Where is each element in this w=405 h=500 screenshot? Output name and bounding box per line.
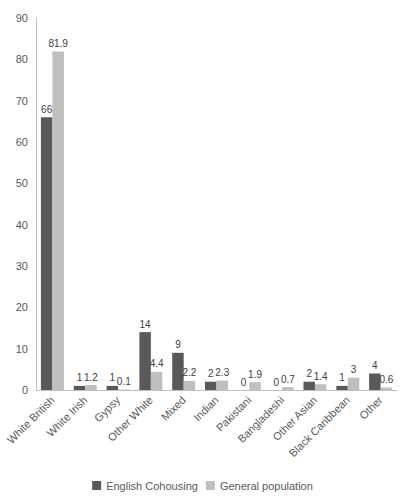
- svg-text:Pakistani: Pakistani: [213, 393, 254, 434]
- svg-text:2.2: 2.2: [182, 367, 196, 378]
- svg-text:1: 1: [77, 372, 83, 383]
- svg-text:90: 90: [16, 12, 28, 24]
- svg-text:Other Asian: Other Asian: [270, 393, 320, 443]
- svg-text:Mixed: Mixed: [159, 394, 188, 423]
- svg-text:Black Caribbean: Black Caribbean: [287, 394, 352, 459]
- svg-text:Indian: Indian: [191, 394, 221, 424]
- svg-text:30: 30: [16, 260, 28, 272]
- svg-text:White Irish: White Irish: [44, 394, 89, 439]
- svg-text:4: 4: [372, 360, 378, 371]
- svg-text:2.3: 2.3: [215, 367, 229, 378]
- svg-text:0: 0: [274, 377, 280, 388]
- svg-text:9: 9: [175, 339, 181, 350]
- svg-text:1: 1: [110, 372, 116, 383]
- svg-text:Gypsy: Gypsy: [92, 393, 123, 424]
- svg-text:4.4: 4.4: [150, 358, 164, 369]
- svg-text:Other: Other: [357, 394, 385, 422]
- svg-text:81.9: 81.9: [48, 38, 68, 49]
- svg-text:0.6: 0.6: [379, 374, 393, 385]
- svg-text:2: 2: [306, 368, 312, 379]
- svg-text:0: 0: [241, 377, 247, 388]
- svg-text:White British: White British: [5, 394, 57, 446]
- svg-text:14: 14: [140, 319, 152, 330]
- svg-text:Other White: Other White: [105, 394, 155, 444]
- svg-text:1.2: 1.2: [84, 372, 98, 383]
- svg-text:66: 66: [41, 104, 53, 115]
- svg-text:60: 60: [16, 136, 28, 148]
- svg-text:0.1: 0.1: [117, 376, 131, 387]
- svg-text:1: 1: [339, 372, 345, 383]
- svg-text:2: 2: [208, 368, 214, 379]
- svg-text:0: 0: [22, 384, 28, 396]
- svg-text:70: 70: [16, 95, 28, 107]
- svg-text:80: 80: [16, 53, 28, 65]
- svg-text:General population: General population: [220, 480, 313, 492]
- svg-text:Bangladeshi: Bangladeshi: [235, 393, 287, 445]
- svg-text:20: 20: [16, 301, 28, 313]
- svg-text:1.4: 1.4: [314, 371, 328, 382]
- svg-text:10: 10: [16, 343, 28, 355]
- svg-text:0.7: 0.7: [281, 374, 295, 385]
- svg-text:50: 50: [16, 177, 28, 189]
- svg-text:3: 3: [351, 364, 357, 375]
- svg-text:1.9: 1.9: [248, 369, 262, 380]
- svg-text:English Cohousing: English Cohousing: [106, 480, 198, 492]
- svg-text:40: 40: [16, 219, 28, 231]
